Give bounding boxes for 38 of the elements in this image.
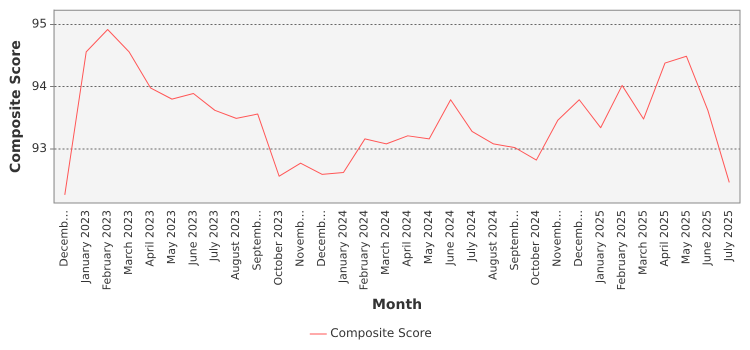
x-tick-label: January 2024 [336,210,350,284]
y-tick-label: 93 [32,140,48,155]
x-tick-label: May 2023 [164,210,178,264]
x-tick-label: October 2024 [529,210,542,286]
x-tick-label: April 2025 [658,210,671,267]
x-tick-label: July 2025 [722,210,736,262]
x-tick-label: January 2025 [594,210,607,284]
x-tick-label: March 2023 [122,210,135,275]
x-tick-label: Decemb… [572,210,586,267]
x-tick-label: Decemb… [58,210,71,267]
x-axis-title: Month [372,297,422,314]
x-tick-label: October 2023 [272,210,285,286]
y-axis-title: Composite Score [8,40,24,173]
x-tick-label: August 2024 [486,210,500,280]
x-tick-label: June 2025 [700,210,714,266]
x-tick-label: Novemb… [550,210,564,267]
y-tick-label: 95 [32,16,48,31]
x-tick-label: Septemb… [508,210,521,270]
x-tick-label: May 2025 [679,210,692,264]
x-tick-label: Novemb… [293,210,306,267]
x-tick-label: March 2024 [379,210,392,275]
y-tick-label: 94 [32,78,48,93]
x-tick-label: Decemb… [314,210,328,267]
x-tick-label: July 2024 [464,210,478,262]
legend-label: Composite Score [330,326,432,340]
x-tick-label: August 2023 [229,210,242,280]
x-tick-label: April 2024 [400,210,414,267]
x-tick-label: April 2023 [143,210,156,267]
x-tick-label: June 2023 [186,210,200,266]
x-tick-label: February 2024 [358,210,371,290]
x-tick-label: January 2023 [79,210,92,284]
x-tick-label: May 2024 [422,210,436,264]
x-tick-label: June 2024 [443,210,456,266]
x-tick-label: February 2025 [614,210,628,290]
x-tick-label: July 2023 [208,210,221,262]
x-tick-label: February 2023 [100,210,114,290]
x-tick-label: Septemb… [250,210,264,270]
x-tick-label: March 2025 [636,210,650,275]
